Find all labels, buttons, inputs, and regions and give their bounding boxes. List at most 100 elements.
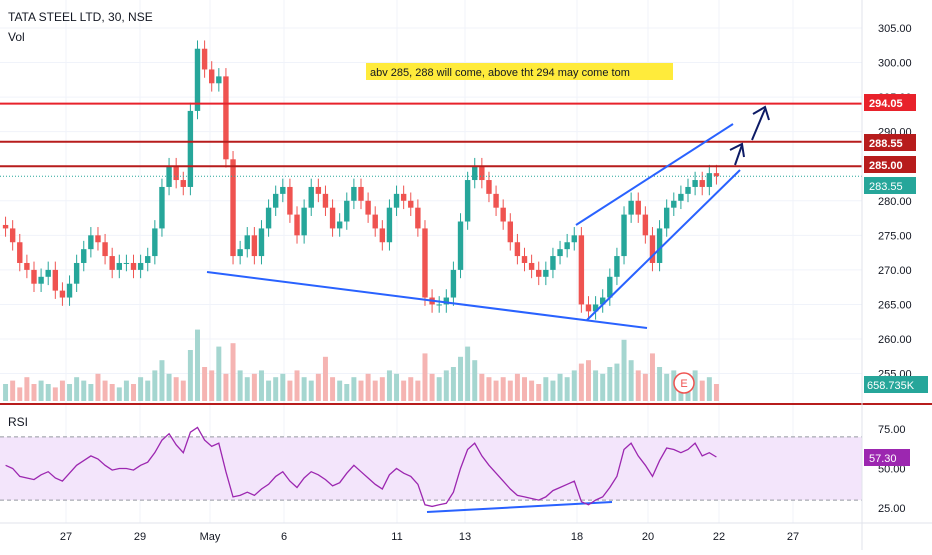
price-axis-tick: 260.00 (878, 334, 912, 346)
candle-body (585, 304, 592, 312)
volume-bar (493, 380, 499, 401)
candle-body (507, 221, 513, 243)
price-pane[interactable] (0, 0, 862, 404)
candle-body (422, 228, 428, 298)
price-axis-tick: 270.00 (878, 265, 912, 277)
candle-body (557, 249, 563, 257)
candle-body (73, 262, 80, 284)
candle-body (130, 262, 137, 270)
volume-bar (429, 373, 435, 401)
rsi-axis-tick: 75.00 (878, 424, 906, 436)
volume-bar (123, 380, 129, 401)
rsi-plot (0, 426, 862, 508)
volume-bar (458, 356, 464, 401)
volume-bar (17, 387, 23, 401)
analysis-note: abv 285, 288 will come, above tht 294 ma… (370, 67, 630, 79)
price-axis-tick: 305.00 (878, 23, 912, 35)
volume-bars (3, 329, 719, 401)
candle-body (102, 242, 108, 257)
candle-body (59, 290, 66, 298)
time-axis-tick: 29 (134, 531, 146, 543)
rsi-axis[interactable]: 75.00 50.00 25.00 (878, 424, 906, 515)
volume-bar (273, 377, 279, 401)
candle-body (536, 269, 542, 277)
resistance-lines[interactable] (0, 102, 862, 177)
candle-body (145, 256, 151, 263)
candle-body (600, 297, 606, 305)
volume-bar (600, 373, 606, 401)
volume-bar (365, 373, 371, 401)
volume-bar (529, 380, 535, 401)
volume-bar (436, 377, 442, 401)
volume-bar (138, 377, 144, 401)
rsi-line (5, 426, 717, 508)
volume-bar (578, 363, 584, 401)
candle-body (95, 235, 101, 243)
candle-body (308, 186, 314, 208)
time-axis-tick: 13 (459, 531, 471, 543)
candle-body (66, 283, 73, 298)
volume-bar (102, 380, 108, 401)
candle-body (322, 193, 329, 208)
volume-bar (95, 373, 101, 401)
candle-body (564, 242, 570, 250)
candle-body (216, 76, 222, 84)
volume-bar (557, 373, 563, 401)
rsi-label: RSI (8, 415, 28, 429)
upward-arrow-icon[interactable] (751, 105, 770, 141)
support-trendline (206, 271, 648, 329)
candle-body (187, 110, 194, 187)
candle-body (628, 200, 634, 215)
volume-bar (38, 380, 44, 401)
volume-bar (472, 360, 478, 401)
earnings-marker-label: E (680, 378, 687, 390)
volume-bar (45, 384, 51, 401)
volume-bar (621, 339, 627, 401)
candle-body (237, 249, 243, 257)
time-axis[interactable]: 27 29 May 6 11 13 18 20 22 27 (60, 531, 799, 543)
candle-body (31, 269, 37, 284)
price-tag-288-label: 288.55 (869, 138, 903, 150)
candle-body (123, 262, 130, 264)
volume-bar (593, 370, 599, 401)
price-axis[interactable]: 305.00300.00295.00290.00285.00280.00275.… (878, 23, 912, 381)
earnings-marker-icon[interactable] (673, 372, 695, 394)
volume-bar (145, 380, 151, 401)
rsi-axis-tick: 50.00 (878, 464, 906, 476)
candle-body (699, 180, 705, 187)
note-background[interactable] (366, 63, 673, 80)
candle-body (230, 159, 236, 257)
volume-bar (585, 360, 591, 401)
price-tag-285: 285.00 (864, 156, 916, 173)
volume-bar (244, 377, 250, 401)
candle-body (17, 242, 23, 263)
volume-bar (159, 360, 165, 401)
candle-body (272, 193, 279, 208)
candle-body (443, 297, 450, 305)
candle-body (52, 269, 59, 291)
volume-bar (607, 367, 613, 401)
volume-bar (465, 346, 471, 401)
volume-bar (31, 384, 37, 401)
candle-body (678, 193, 684, 201)
price-tag-288: 288.55 (864, 134, 916, 151)
volume-bar (131, 384, 137, 401)
volume-bar (564, 377, 570, 401)
volume-bar (635, 370, 641, 401)
volume-bar (116, 387, 122, 401)
candle-body (173, 166, 179, 181)
trendlines[interactable] (206, 123, 741, 513)
volume-bar (614, 363, 620, 401)
volume-label: Vol (8, 30, 25, 44)
candle-body (116, 262, 122, 270)
volume-bar (706, 377, 712, 401)
volume-bar (657, 367, 663, 401)
candle-body (344, 200, 350, 222)
candle-body (329, 207, 336, 229)
upward-arrow-icon[interactable] (729, 142, 745, 166)
rsi-value-tag: 57.30 (864, 449, 910, 466)
rsi-axis-tick: 25.00 (878, 503, 906, 515)
time-axis-tick: 18 (571, 531, 583, 543)
